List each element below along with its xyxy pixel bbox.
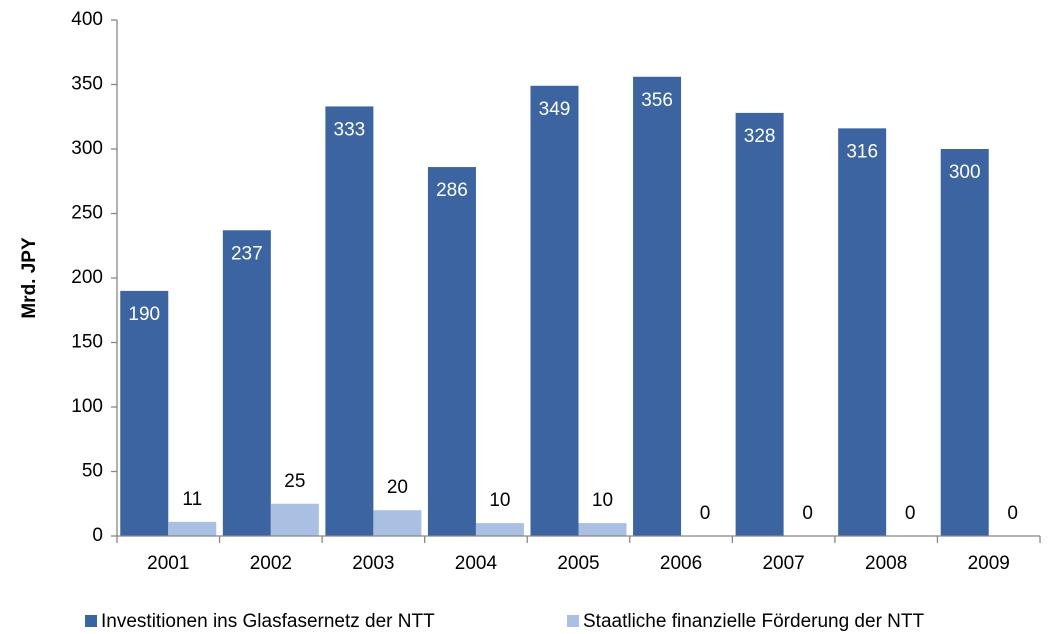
data-label: 0	[1007, 503, 1018, 524]
data-label: 25	[284, 471, 305, 492]
data-label: 333	[334, 119, 366, 140]
bar	[735, 112, 784, 536]
data-label: 11	[182, 489, 202, 510]
y-tick-label: 350	[71, 74, 103, 95]
x-tick-label: 2001	[147, 553, 189, 574]
bar	[838, 128, 887, 537]
x-tick-label: 2005	[557, 553, 599, 574]
bar	[270, 503, 319, 536]
y-tick-label: 400	[71, 9, 103, 30]
bar	[222, 230, 271, 536]
data-label: 10	[592, 490, 613, 511]
data-label: 349	[539, 99, 571, 120]
bar	[373, 510, 422, 536]
data-label: 316	[846, 141, 878, 162]
data-label: 237	[231, 243, 263, 264]
x-tick-label: 2006	[660, 553, 702, 574]
data-label: 0	[802, 503, 813, 524]
bar	[427, 167, 476, 536]
bar	[168, 521, 217, 536]
data-label: 10	[489, 490, 510, 511]
x-tick-label: 2008	[865, 553, 907, 574]
legend-label: Investitionen ins Glasfasernetz der NTT	[101, 611, 435, 632]
y-tick-label: 50	[82, 461, 103, 482]
bar	[475, 523, 524, 536]
data-label: 0	[905, 503, 916, 524]
y-axis-label: Mrd. JPY	[19, 237, 40, 319]
x-tick-label: 2004	[455, 553, 498, 574]
y-tick-label: 100	[71, 396, 103, 417]
data-label: 328	[744, 126, 776, 147]
data-label: 286	[436, 180, 468, 201]
x-tick-label: 2007	[762, 553, 804, 574]
bar	[325, 106, 374, 537]
data-label: 300	[949, 162, 981, 183]
bar	[530, 85, 579, 536]
data-label: 0	[700, 503, 711, 524]
data-label: 356	[641, 90, 673, 111]
x-tick-label: 2002	[250, 553, 292, 574]
y-tick-label: 0	[92, 525, 103, 546]
y-tick-label: 250	[71, 203, 103, 224]
y-tick-label: 300	[71, 138, 103, 159]
y-tick-label: 150	[71, 332, 103, 353]
legend-swatch	[85, 615, 97, 627]
y-tick-label: 200	[71, 267, 103, 288]
x-tick-label: 2009	[968, 553, 1010, 574]
bar	[633, 76, 682, 536]
data-label: 20	[387, 477, 408, 498]
legend-label: Staatliche finanzielle Förderung der NTT	[583, 611, 925, 632]
bar	[940, 149, 989, 536]
bar	[120, 290, 169, 536]
bar	[578, 523, 627, 536]
legend-swatch	[567, 615, 579, 627]
x-tick-label: 2003	[352, 553, 394, 574]
data-label: 190	[128, 304, 160, 325]
